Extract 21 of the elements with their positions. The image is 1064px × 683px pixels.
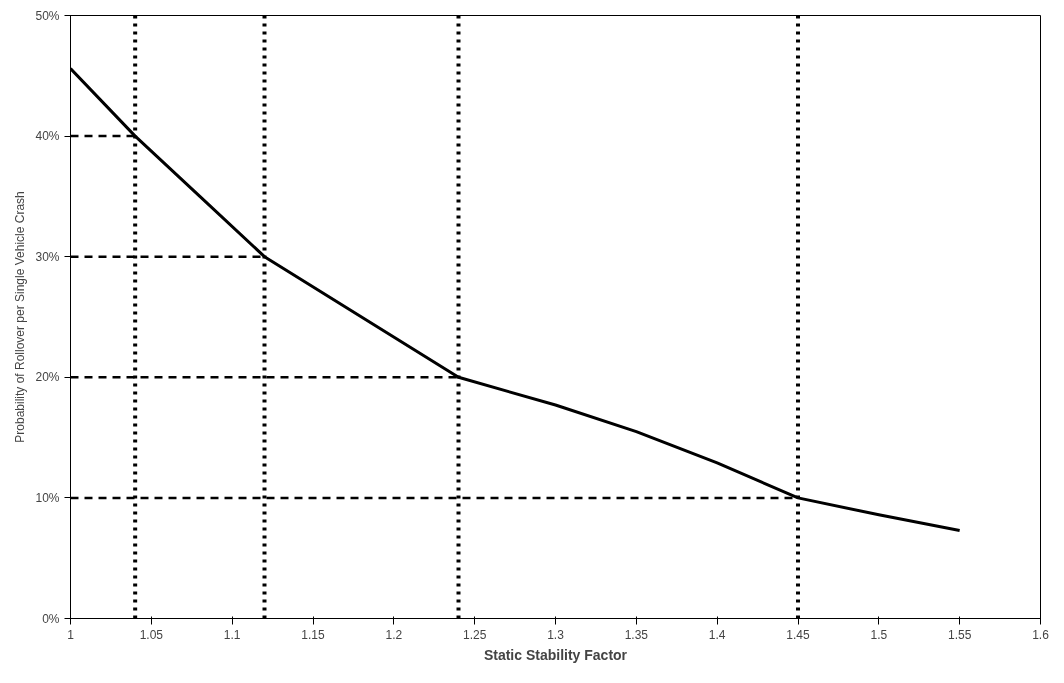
y-tick-label: 10% (35, 490, 60, 505)
y-tick-label: 0% (42, 611, 60, 626)
x-tick-label: 1.3 (547, 627, 565, 642)
x-tick-label: 1.45 (786, 627, 810, 642)
x-axis-title: Static Stability Factor (483, 646, 628, 663)
y-axis-title: Probability of Rollover per Single Vehicle Crash (13, 191, 28, 443)
x-tick-label: 1.4 (708, 627, 726, 642)
x-tick-label: 1.35 (624, 627, 649, 642)
y-tick-label: 50% (35, 8, 60, 23)
y-tick-label: 40% (35, 129, 60, 144)
x-tick-label: 1 (67, 627, 75, 642)
x-tick-label: 1.1 (223, 627, 241, 642)
x-tick-label: 1.15 (301, 627, 325, 642)
x-tick-label: 1.2 (385, 627, 403, 642)
y-tick-label: 30% (35, 249, 60, 264)
y-tick-label: 20% (35, 370, 60, 385)
x-tick-label: 1.6 (1032, 627, 1050, 642)
x-tick-label: 1.25 (462, 627, 487, 642)
x-tick-label: 1.55 (947, 627, 972, 642)
x-tick-label: 1.5 (870, 627, 888, 642)
x-tick-label: 1.05 (139, 627, 164, 642)
